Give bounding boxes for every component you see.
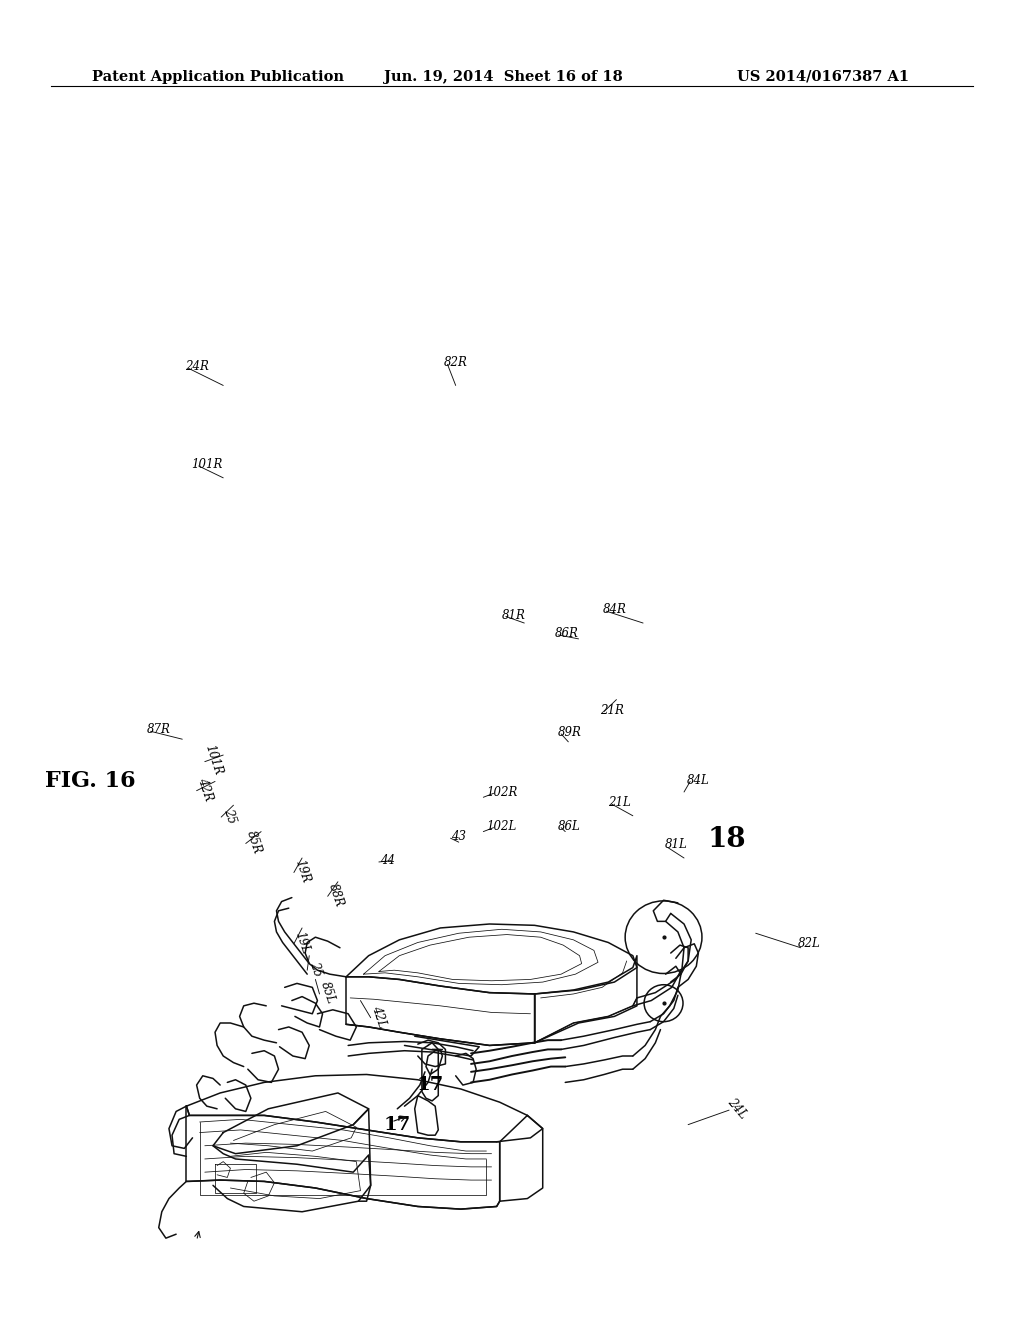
Text: 44: 44 — [380, 854, 394, 867]
Text: 19R: 19R — [292, 858, 312, 884]
Text: 24L: 24L — [725, 1096, 750, 1122]
Text: 89R: 89R — [557, 726, 582, 739]
Text: 87R: 87R — [146, 723, 171, 737]
Text: 25: 25 — [307, 960, 324, 978]
Text: 85L: 85L — [318, 979, 337, 1006]
Text: 19L: 19L — [293, 929, 311, 956]
Text: 21L: 21L — [608, 796, 631, 809]
Text: 43: 43 — [452, 830, 466, 843]
Text: 102L: 102L — [486, 820, 517, 833]
Text: 82R: 82R — [443, 356, 468, 370]
Text: 88R: 88R — [326, 882, 346, 908]
Text: 82L: 82L — [798, 937, 820, 950]
Text: 86R: 86R — [554, 627, 579, 640]
Text: US 2014/0167387 A1: US 2014/0167387 A1 — [737, 70, 909, 83]
Text: 25: 25 — [221, 807, 238, 825]
Text: 81R: 81R — [502, 609, 526, 622]
Text: 81L: 81L — [665, 838, 687, 851]
Text: FIG. 16: FIG. 16 — [45, 771, 135, 792]
Text: Jun. 19, 2014  Sheet 16 of 18: Jun. 19, 2014 Sheet 16 of 18 — [384, 70, 623, 83]
Text: 21R: 21R — [600, 704, 625, 717]
Text: 17: 17 — [384, 1115, 411, 1134]
Text: 18: 18 — [708, 826, 746, 853]
Text: 84L: 84L — [687, 774, 710, 787]
Text: 84R: 84R — [602, 603, 627, 616]
Text: 86L: 86L — [558, 820, 581, 833]
Text: 42L: 42L — [370, 1003, 388, 1030]
Text: 101R: 101R — [191, 458, 222, 471]
Text: 42R: 42R — [195, 776, 215, 803]
Text: 85R: 85R — [244, 829, 264, 855]
Text: 101R: 101R — [202, 743, 224, 777]
Text: Patent Application Publication: Patent Application Publication — [92, 70, 344, 83]
Text: 17: 17 — [417, 1076, 443, 1094]
Text: 24R: 24R — [184, 360, 209, 374]
Text: 102R: 102R — [486, 785, 517, 799]
